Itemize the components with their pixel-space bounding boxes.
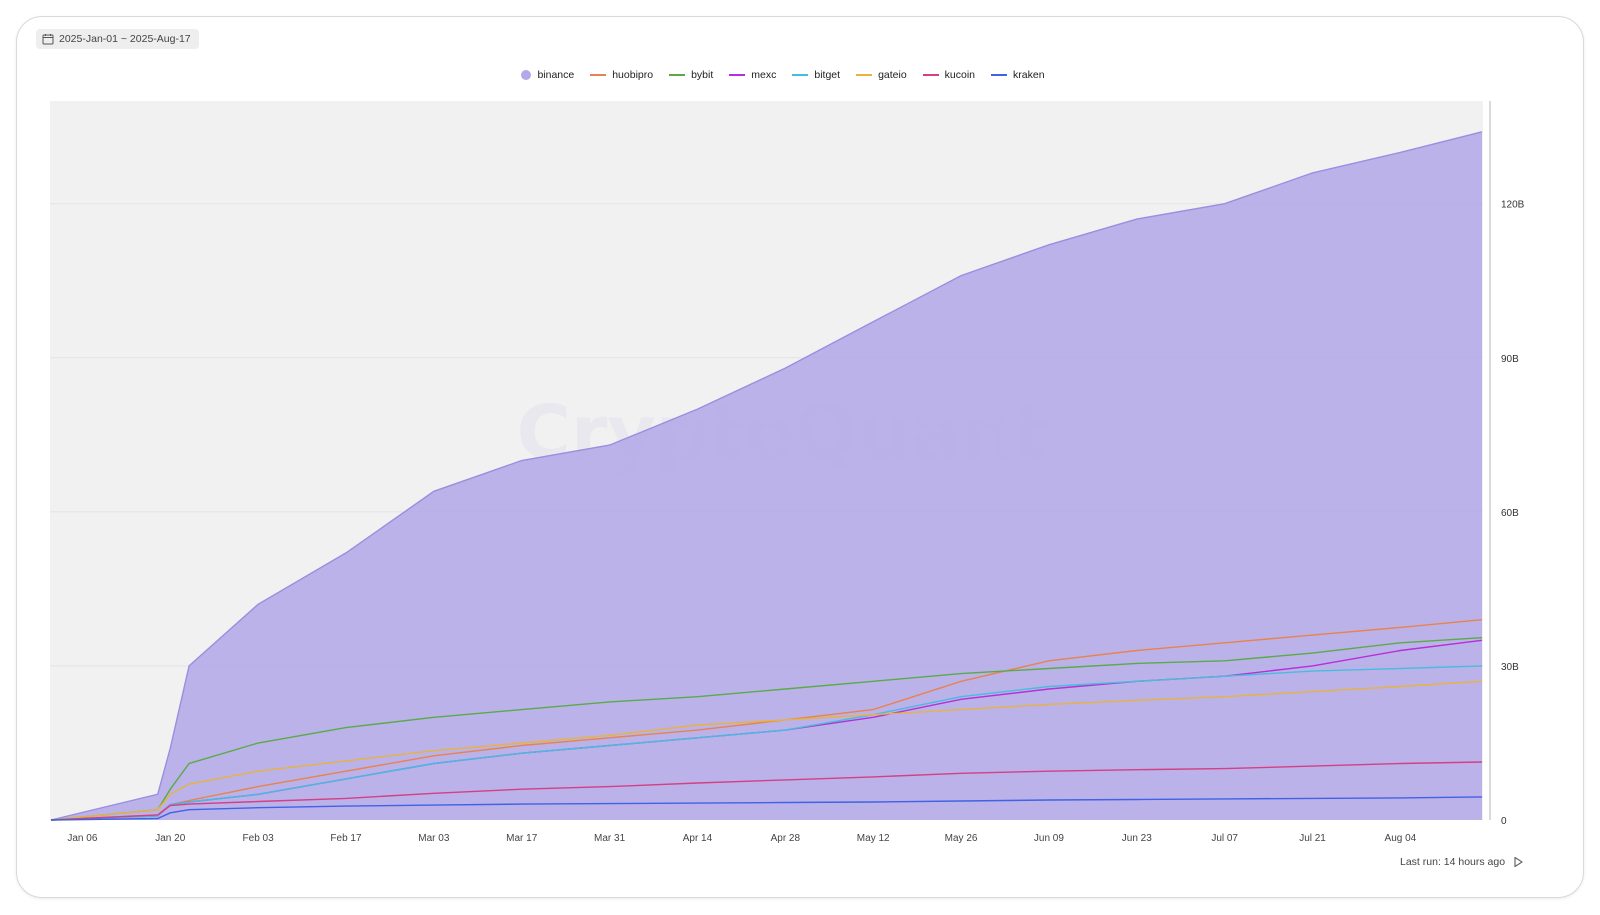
x-tick-label: Jun 23 [1122, 833, 1152, 844]
legend-item-binance[interactable]: binance [521, 69, 574, 81]
legend-swatch [792, 74, 809, 76]
legend-label: bybit [691, 69, 714, 81]
x-tick-label: Apr 28 [771, 833, 801, 844]
x-tick-label: Jul 07 [1211, 833, 1238, 844]
x-tick-label: Jan 06 [67, 833, 97, 844]
legend-swatch [991, 74, 1008, 76]
x-tick-label: Feb 03 [243, 833, 275, 844]
date-range-picker[interactable]: 2025-Jan-01 ~ 2025-Aug-17 [36, 29, 199, 49]
x-tick-label: May 26 [945, 833, 978, 844]
x-tick-label: Feb 17 [330, 833, 362, 844]
legend-label: huobipro [612, 69, 654, 81]
y-tick-label: 120B [1501, 200, 1525, 211]
legend-label: mexc [751, 69, 777, 81]
legend-swatch [729, 74, 746, 76]
legend-swatch [922, 74, 939, 76]
series-line-binance [50, 131, 1483, 821]
x-tick-label: Mar 03 [418, 833, 450, 844]
y-tick-label: 60B [1501, 508, 1519, 519]
legend-item-kucoin[interactable]: kucoin [922, 69, 976, 81]
x-tick-label: May 12 [857, 833, 890, 844]
legend-swatch [856, 74, 873, 76]
series-area-binance [51, 131, 1482, 821]
x-tick-label: Apr 14 [683, 833, 713, 844]
legend-label: binance [537, 69, 575, 81]
legend-label: kucoin [944, 69, 976, 81]
x-tick-label: Jul 21 [1299, 833, 1326, 844]
series-line-kraken [50, 796, 1483, 821]
legend-label: bitget [814, 69, 841, 81]
run-status: Last run: 14 hours ago [1400, 855, 1525, 869]
legend-label: kraken [1013, 69, 1045, 81]
legend-item-kraken[interactable]: kraken [991, 69, 1045, 81]
y-tick-label: 90B [1501, 354, 1519, 365]
legend-swatch [669, 74, 686, 76]
last-run-label: Last run: 14 hours ago [1400, 856, 1506, 868]
legend-label: gateio [878, 69, 907, 81]
legend-swatch [590, 74, 607, 76]
chart-legend: binance huobipro bybit mexc bitget gateio kuco… [0, 66, 1566, 84]
series-line-huobipro [50, 619, 1483, 821]
series-line-bitget [50, 665, 1483, 821]
x-tick-label: Jan 20 [155, 833, 185, 844]
x-tick-label: Mar 17 [506, 833, 538, 844]
y-tick-label: 30B [1501, 662, 1519, 673]
legend-item-bybit[interactable]: bybit [669, 69, 713, 81]
series-line-gateio [50, 680, 1483, 821]
series-line-kucoin [50, 761, 1483, 821]
y-tick-label: 0 [1501, 816, 1507, 827]
date-range-label: 2025-Jan-01 ~ 2025-Aug-17 [59, 33, 191, 45]
legend-item-gateio[interactable]: gateio [856, 69, 907, 81]
legend-item-bitget[interactable]: bitget [792, 69, 840, 81]
x-tick-label: Mar 31 [594, 833, 626, 844]
x-tick-label: Aug 04 [1385, 833, 1417, 844]
series-line-bybit [50, 637, 1483, 821]
legend-swatch [521, 70, 532, 80]
legend-item-huobipro[interactable]: huobipro [590, 69, 653, 81]
calendar-icon [42, 34, 54, 45]
x-tick-label: Jun 09 [1034, 833, 1064, 844]
play-icon[interactable] [1511, 855, 1525, 869]
legend-item-mexc[interactable]: mexc [729, 69, 776, 81]
